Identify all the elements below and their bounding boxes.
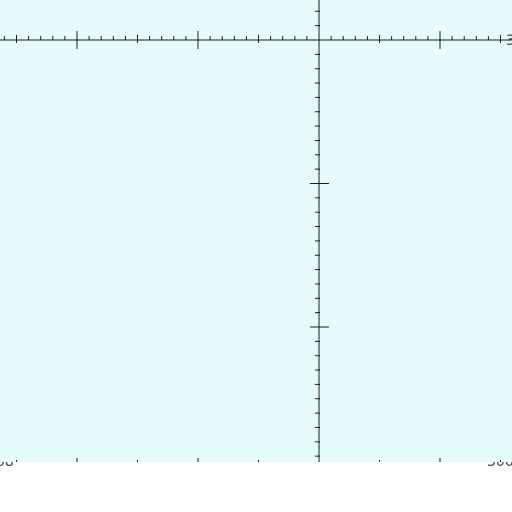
x-axis-end-label: 3 bbox=[506, 33, 512, 49]
y-axis-ticks bbox=[310, 10, 329, 457]
axes-svg: 3 bbox=[0, 0, 512, 462]
bottom-right-label: 300 bbox=[487, 462, 512, 470]
bottom-left-label: 08 bbox=[0, 462, 14, 470]
bottom-axis-strip: 08 300 bbox=[0, 454, 512, 512]
bottom-axis-ticks bbox=[16, 458, 501, 462]
bottom-labels-svg: 08 300 bbox=[0, 454, 512, 470]
x-axis-ticks bbox=[3, 31, 501, 49]
plot-canvas[interactable]: 3 bbox=[0, 0, 512, 462]
